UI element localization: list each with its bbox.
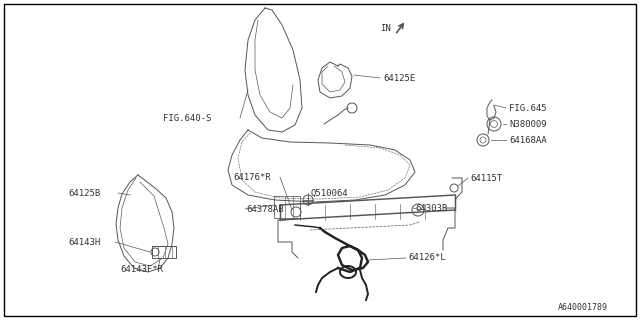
- Text: 64115T: 64115T: [470, 173, 502, 182]
- Text: 64143F*R: 64143F*R: [120, 266, 163, 275]
- Text: 64378AB: 64378AB: [246, 204, 284, 213]
- Text: 64303B: 64303B: [415, 204, 447, 212]
- Text: 64176*R: 64176*R: [233, 172, 271, 181]
- Text: FIG.640-S: FIG.640-S: [163, 114, 211, 123]
- Text: 64126*L: 64126*L: [408, 253, 445, 262]
- Text: IN: IN: [380, 23, 391, 33]
- Text: A640001789: A640001789: [558, 302, 608, 311]
- Text: 64168AA: 64168AA: [509, 135, 547, 145]
- Text: FIG.645: FIG.645: [509, 103, 547, 113]
- Text: 64143H: 64143H: [68, 237, 100, 246]
- Text: N380009: N380009: [509, 119, 547, 129]
- Text: 64125B: 64125B: [68, 188, 100, 197]
- Text: Q510064: Q510064: [310, 188, 348, 197]
- Text: 64125E: 64125E: [383, 74, 415, 83]
